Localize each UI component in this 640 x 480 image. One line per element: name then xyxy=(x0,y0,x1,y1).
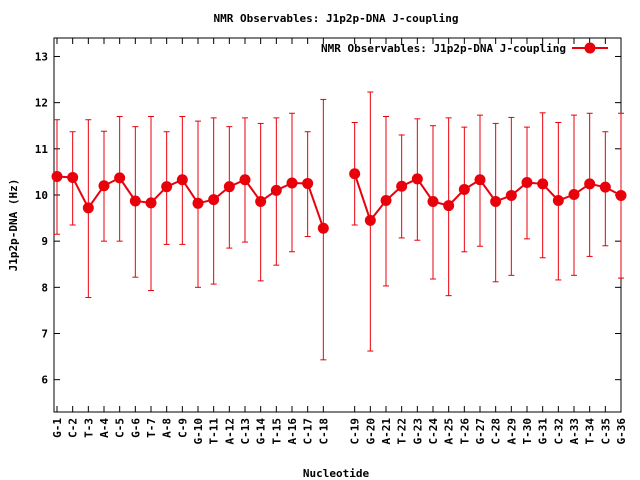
x-tick-label: A-8 xyxy=(161,418,174,438)
x-tick-label: C-19 xyxy=(349,418,362,445)
x-tick-label: T-26 xyxy=(458,418,471,445)
data-point xyxy=(584,178,596,190)
data-point xyxy=(490,195,502,207)
x-tick-label: T-22 xyxy=(396,418,409,445)
x-tick-label: C-5 xyxy=(114,418,127,438)
data-point xyxy=(114,172,126,184)
data-point xyxy=(458,183,470,195)
x-tick-label: C-28 xyxy=(490,418,503,445)
data-point xyxy=(67,171,79,183)
x-tick-label: C-35 xyxy=(599,418,612,445)
error-bars xyxy=(54,91,624,361)
data-point xyxy=(129,195,141,207)
x-tick-label: C-18 xyxy=(317,418,330,445)
y-tick-label: 11 xyxy=(35,143,49,156)
x-tick-label: T-11 xyxy=(208,418,221,445)
data-point xyxy=(192,197,204,209)
data-point xyxy=(82,202,94,214)
x-tick-label: C-9 xyxy=(176,418,189,438)
y-axis: 6 7 8 9 10 11 12 13 xyxy=(35,50,621,387)
x-tick-label: T-3 xyxy=(82,418,95,438)
data-point xyxy=(615,189,627,201)
x-tick-label: C-24 xyxy=(427,418,440,445)
plot-area-border xyxy=(53,37,622,413)
x-tick-label: A-12 xyxy=(223,418,236,445)
data-point xyxy=(98,180,110,192)
x-tick-label: G-20 xyxy=(364,418,377,445)
y-tick-label: 7 xyxy=(41,328,48,341)
x-tick-label: G-31 xyxy=(537,418,550,445)
x-tick-label: G-10 xyxy=(192,418,205,445)
x-tick-label: A-21 xyxy=(380,418,393,445)
x-tick-label: A-16 xyxy=(286,418,299,445)
data-points xyxy=(51,168,627,234)
x-tick-label: T-30 xyxy=(521,418,534,445)
data-point xyxy=(270,184,282,196)
y-tick-label: 9 xyxy=(41,235,48,248)
x-tick-label: G-6 xyxy=(129,418,142,438)
series-lines xyxy=(56,173,622,229)
data-point xyxy=(161,181,173,193)
series-line xyxy=(56,175,325,229)
x-tick-label: G-1 xyxy=(51,418,64,438)
x-tick-label: C-2 xyxy=(67,418,80,438)
x-axis-label: Nucleotide xyxy=(303,467,370,480)
y-tick-label: 12 xyxy=(35,97,48,110)
x-tick-label: T-7 xyxy=(145,418,158,438)
y-axis-label: J1p2p-DNA (Hz) xyxy=(7,179,20,272)
x-tick-label: C-13 xyxy=(239,418,252,445)
data-point xyxy=(443,200,455,212)
x-tick-label: G-36 xyxy=(615,418,628,445)
data-point xyxy=(396,180,408,192)
data-point xyxy=(51,171,63,183)
data-point xyxy=(286,177,298,189)
data-point xyxy=(599,181,611,193)
x-axis: G-1 C-2 T-3 A-4 C-5 G-6 T-7 A-8 C-9 G-10 T-11 A-12 C… xyxy=(51,38,628,445)
series-line xyxy=(353,173,622,223)
data-point xyxy=(176,174,188,186)
data-point xyxy=(505,189,517,201)
x-tick-label: A-25 xyxy=(443,418,456,445)
y-tick-label: 10 xyxy=(35,189,48,202)
x-tick-label: T-34 xyxy=(584,418,597,445)
x-tick-label: A-4 xyxy=(98,418,111,438)
x-tick-label: G-23 xyxy=(411,418,424,445)
data-point xyxy=(255,195,267,207)
data-point xyxy=(302,177,314,189)
y-tick-label: 6 xyxy=(41,374,48,387)
chart-title: NMR Observables: J1p2p-DNA J-coupling xyxy=(213,12,458,25)
legend: NMR Observables: J1p2p-DNA J-coupling xyxy=(321,42,608,55)
x-tick-label: G-27 xyxy=(474,418,487,445)
x-tick-label: A-29 xyxy=(505,418,518,445)
data-point xyxy=(380,195,392,207)
data-point xyxy=(552,195,564,207)
x-tick-label: C-17 xyxy=(302,418,315,445)
data-point xyxy=(537,178,549,190)
data-point xyxy=(411,173,423,185)
data-point xyxy=(427,195,439,207)
data-point xyxy=(521,177,533,189)
x-tick-label: A-33 xyxy=(568,418,581,445)
data-point xyxy=(317,222,329,234)
data-point xyxy=(349,168,361,180)
data-point xyxy=(145,197,157,209)
legend-label: NMR Observables: J1p2p-DNA J-coupling xyxy=(321,42,566,55)
data-point xyxy=(474,174,486,186)
y-tick-label: 8 xyxy=(41,281,48,294)
x-tick-label: C-32 xyxy=(552,418,565,445)
legend-marker xyxy=(584,42,596,54)
y-tick-label: 13 xyxy=(35,50,48,63)
x-tick-label: G-14 xyxy=(255,418,268,445)
x-tick-label: T-15 xyxy=(270,418,283,445)
data-point xyxy=(239,174,251,186)
data-point xyxy=(208,194,220,206)
data-point xyxy=(364,214,376,226)
data-point xyxy=(223,181,235,193)
data-point xyxy=(568,189,580,201)
